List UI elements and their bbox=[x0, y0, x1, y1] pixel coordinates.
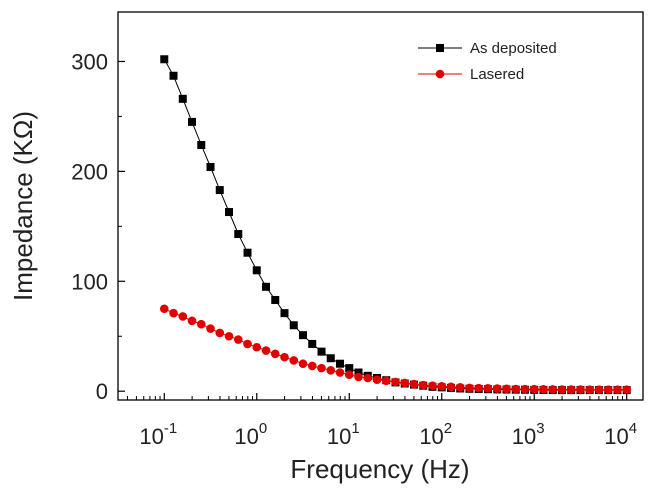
lasered-point bbox=[493, 384, 502, 393]
lasered-point bbox=[576, 385, 585, 394]
axes bbox=[118, 12, 643, 400]
lasered-point bbox=[530, 385, 539, 394]
lasered-point bbox=[178, 312, 187, 321]
legend-lasered-label: Lasered bbox=[470, 66, 524, 83]
lasered-point bbox=[502, 384, 511, 393]
lasered-point bbox=[410, 380, 419, 389]
plot-area bbox=[160, 55, 631, 394]
x-tick-label: 100 bbox=[234, 420, 267, 449]
lasered-point bbox=[465, 384, 474, 393]
lasered-point bbox=[299, 359, 308, 368]
as-deposited-point bbox=[253, 266, 261, 274]
lasered-point bbox=[169, 309, 178, 318]
as-deposited-point bbox=[281, 309, 289, 317]
lasered-point bbox=[447, 383, 456, 392]
lasered-point bbox=[252, 343, 261, 352]
as-deposited-point bbox=[262, 283, 270, 291]
lasered-point bbox=[419, 381, 428, 390]
legend-as-deposited-marker bbox=[436, 44, 444, 52]
lasered-point bbox=[622, 385, 631, 394]
lasered-point bbox=[289, 356, 298, 365]
legend: As deposited Lasered bbox=[418, 40, 557, 83]
lasered-point bbox=[160, 304, 169, 313]
lasered-point bbox=[585, 385, 594, 394]
lasered-point bbox=[548, 385, 557, 394]
lasered-point bbox=[336, 368, 345, 377]
lasered-point bbox=[437, 382, 446, 391]
y-tick-label: 200 bbox=[71, 159, 108, 184]
y-tick-label: 100 bbox=[71, 269, 108, 294]
as-deposited-point bbox=[216, 186, 224, 194]
lasered-point bbox=[234, 335, 243, 344]
legend-lasered-marker bbox=[436, 70, 445, 79]
lasered-point bbox=[511, 385, 520, 394]
as-deposited-point bbox=[318, 348, 326, 356]
lasered-point bbox=[243, 340, 252, 349]
lasered-point bbox=[262, 346, 271, 355]
as-deposited-point bbox=[207, 163, 215, 171]
x-tick-label: 101 bbox=[327, 420, 360, 449]
lasered-point bbox=[613, 385, 622, 394]
as-deposited-point bbox=[327, 354, 335, 362]
lasered-point bbox=[558, 385, 567, 394]
as-deposited-point bbox=[234, 230, 242, 238]
lasered-point bbox=[391, 378, 400, 387]
lasered-point bbox=[484, 384, 493, 393]
lasered-point bbox=[317, 364, 326, 373]
as-deposited-point bbox=[271, 296, 279, 304]
as-deposited-point bbox=[308, 340, 316, 348]
as-deposited-point bbox=[225, 208, 233, 216]
x-tick-label: 104 bbox=[604, 420, 637, 449]
as-deposited-point bbox=[336, 360, 344, 368]
lasered-point bbox=[197, 320, 206, 329]
lasered-point bbox=[225, 332, 234, 341]
lasered-point bbox=[400, 379, 409, 388]
lasered-point bbox=[215, 329, 224, 338]
lasered-point bbox=[206, 324, 215, 333]
lasered-point bbox=[474, 384, 483, 393]
lasered-point bbox=[604, 385, 613, 394]
lasered-point bbox=[363, 374, 372, 383]
as-deposited-point bbox=[188, 118, 196, 126]
as-deposited-point bbox=[197, 141, 205, 149]
lasered-point bbox=[188, 317, 197, 326]
lasered-point bbox=[382, 376, 391, 385]
x-tick-label: 10-1 bbox=[139, 420, 177, 449]
as-deposited-point bbox=[299, 331, 307, 339]
x-axis-title: Frequency (Hz) bbox=[290, 454, 469, 484]
lasered-point bbox=[354, 373, 363, 382]
lasered-point bbox=[345, 370, 354, 379]
lasered-point bbox=[326, 366, 335, 375]
y-tick-label: 0 bbox=[96, 379, 108, 404]
lasered-point bbox=[373, 375, 382, 384]
as-deposited-point bbox=[160, 55, 168, 63]
legend-as-deposited-label: As deposited bbox=[470, 40, 557, 57]
lasered-point bbox=[595, 385, 604, 394]
plot-frame bbox=[118, 12, 643, 400]
x-tick-label: 103 bbox=[512, 420, 545, 449]
y-axis-title: Impedance (KΩ) bbox=[8, 111, 38, 301]
lasered-point bbox=[521, 385, 530, 394]
as-deposited-point bbox=[170, 72, 178, 80]
lasered-point bbox=[456, 383, 465, 392]
as-deposited-point bbox=[290, 321, 298, 329]
as-deposited-point bbox=[179, 95, 187, 103]
y-tick-label: 300 bbox=[71, 49, 108, 74]
lasered-point bbox=[567, 385, 576, 394]
as-deposited-line bbox=[164, 59, 626, 390]
lasered-point bbox=[539, 385, 548, 394]
lasered-point bbox=[428, 381, 437, 390]
lasered-point bbox=[280, 353, 289, 362]
x-tick-label: 102 bbox=[419, 420, 452, 449]
as-deposited-point bbox=[244, 249, 252, 257]
lasered-point bbox=[308, 362, 317, 371]
lasered-point bbox=[271, 350, 280, 359]
